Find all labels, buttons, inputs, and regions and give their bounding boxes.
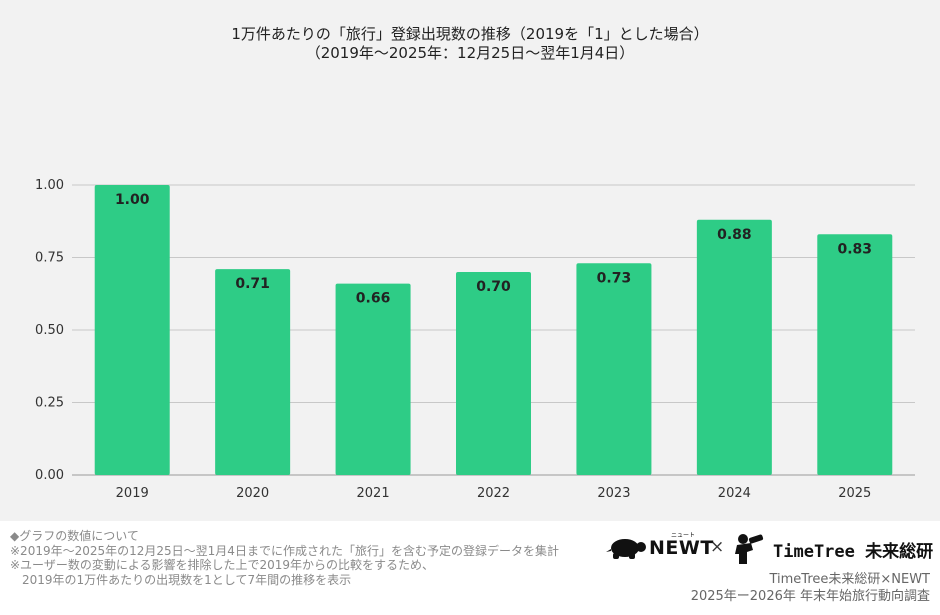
note-line: 2019年の1万件あたりの出現数を1として7年間の推移を表示 xyxy=(22,572,352,587)
newt-kana: ニュート xyxy=(671,532,696,539)
note-line: ※2019年〜2025年の12月25日〜翌1月4日までに作成された「旅行」を含む… xyxy=(10,543,559,558)
bar xyxy=(576,263,652,475)
credit-line: 2025年ー2026年 年末年始旅行動向調査 xyxy=(690,589,930,604)
y-tick-label: 0.75 xyxy=(35,251,64,266)
bar xyxy=(94,185,170,475)
data-label: 0.73 xyxy=(597,270,632,286)
logo-area: ニュート NEWT × TimeTree 未来総研 xyxy=(605,530,935,564)
y-tick-label: 0.00 xyxy=(35,468,64,483)
timetree-logo: TimeTree 未来総研 xyxy=(773,542,934,562)
chart-panel: 1万件あたりの「旅行」登録出現数の推移（2019を「1」とした場合） （2019… xyxy=(0,0,940,521)
x-tick-label: 2022 xyxy=(477,486,510,501)
bar-chart: 0.00 0.25 0.50 0.75 1.00 1.00 2019 0.71 2020 0.66… xyxy=(35,178,915,501)
newt-logo: NEWT xyxy=(649,537,714,559)
data-label: 0.70 xyxy=(476,279,511,295)
bar xyxy=(335,283,411,475)
bar xyxy=(215,269,291,475)
y-tick-label: 0.25 xyxy=(35,396,64,411)
x-tick-label: 2021 xyxy=(357,486,390,501)
bar xyxy=(817,234,893,475)
turtle-icon xyxy=(606,539,646,559)
data-label: 0.71 xyxy=(235,276,270,292)
collab-mark: × xyxy=(710,537,725,557)
y-tick-label: 0.50 xyxy=(35,323,64,338)
data-label: 0.88 xyxy=(717,227,752,243)
credits: TimeTree未来総研×NEWT 2025年ー2026年 年末年始旅行動向調査 xyxy=(691,571,930,605)
chart-subtitle: （2019年〜2025年：12月25日〜翌年1月4日） xyxy=(305,44,635,62)
data-label: 1.00 xyxy=(115,192,150,208)
note-heading: ◆グラフの数値について xyxy=(10,529,139,543)
footer-notes: ◆グラフの数値について ※2019年〜2025年の12月25日〜翌1月4日までに… xyxy=(10,529,610,587)
x-tick-label: 2025 xyxy=(838,486,871,501)
bar xyxy=(456,272,531,475)
bar xyxy=(696,219,772,475)
note-line: ※ユーザー数の変動による影響を排除した上で2019年からの比較をするため、 xyxy=(10,558,434,573)
data-label: 0.83 xyxy=(838,241,873,257)
person-binoculars-icon xyxy=(735,534,764,564)
x-tick-label: 2019 xyxy=(116,486,149,501)
x-tick-label: 2024 xyxy=(718,486,751,501)
chart-title: 1万件あたりの「旅行」登録出現数の推移（2019を「1」とした場合） xyxy=(231,25,709,43)
data-label: 0.66 xyxy=(356,291,391,307)
x-tick-label: 2020 xyxy=(236,486,269,501)
y-tick-label: 1.00 xyxy=(35,178,64,193)
credit-line: TimeTree未来総研×NEWT xyxy=(769,572,930,587)
x-tick-label: 2023 xyxy=(597,486,630,501)
